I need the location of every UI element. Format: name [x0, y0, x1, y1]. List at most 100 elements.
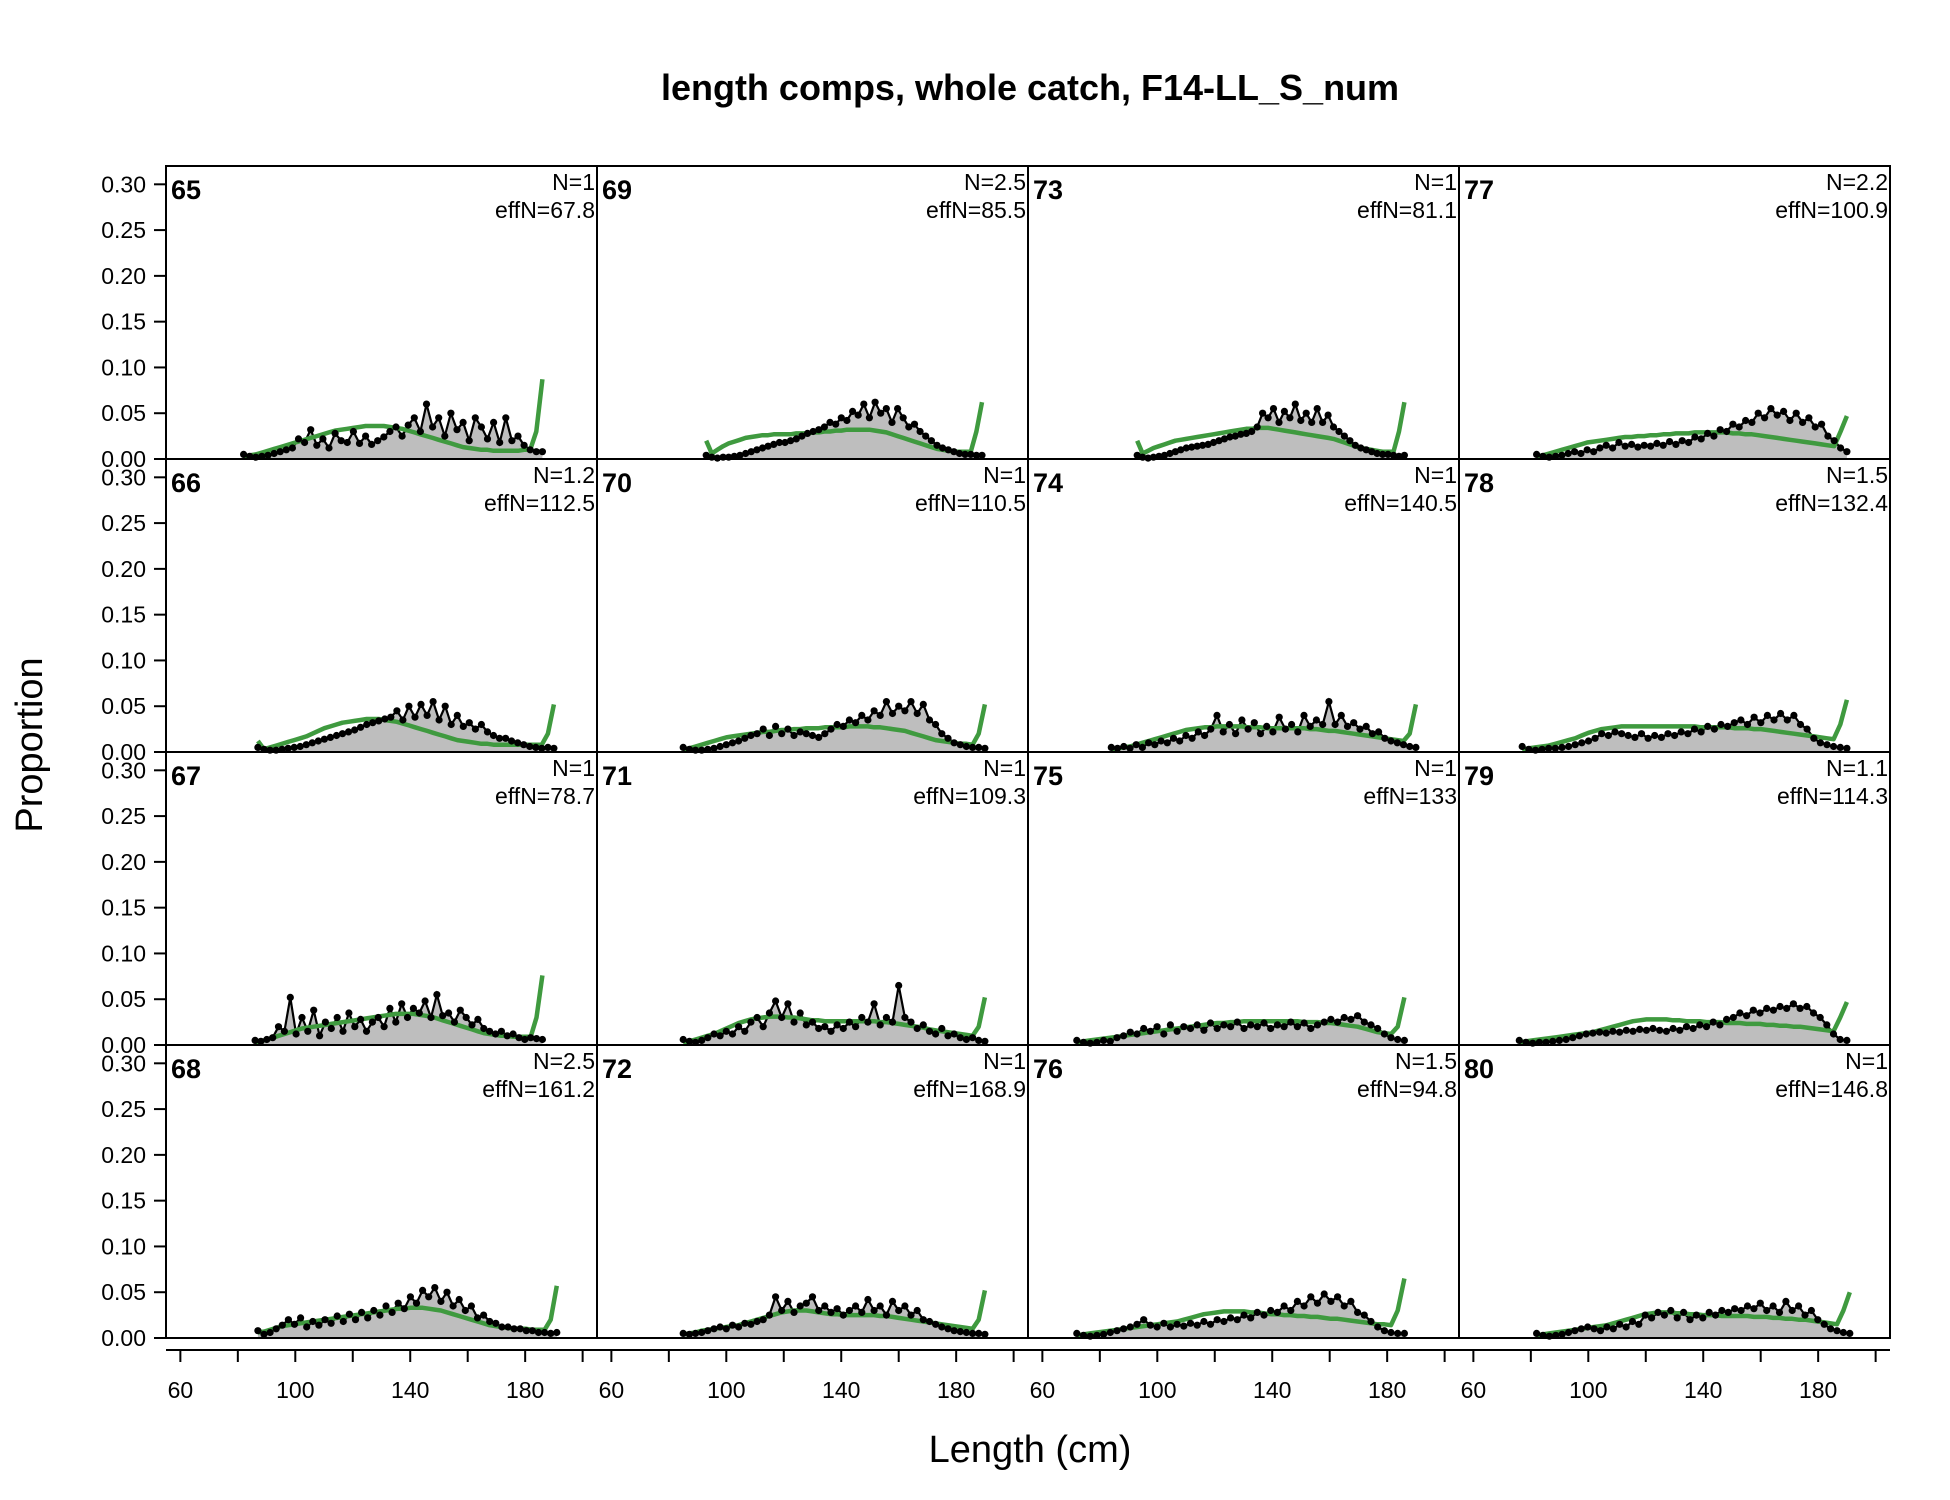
- observed-point: [1133, 451, 1141, 459]
- observed-point: [747, 1320, 755, 1328]
- observed-point: [1360, 1018, 1368, 1026]
- observed-point: [409, 1004, 417, 1013]
- observed-point: [1622, 1026, 1630, 1034]
- observed-point: [1302, 409, 1310, 417]
- observed-point: [1146, 1027, 1154, 1035]
- observed-point: [1621, 442, 1629, 450]
- observed-point: [1555, 1036, 1563, 1044]
- observed-point: [1354, 1012, 1362, 1020]
- observed-point: [1288, 720, 1296, 729]
- observed-point: [1337, 711, 1345, 720]
- x-tick-label: 100: [276, 1377, 314, 1403]
- observed-point: [1843, 744, 1851, 752]
- observed-point: [1788, 1306, 1796, 1315]
- observed-point: [1583, 446, 1591, 454]
- x-tick-label: 140: [1253, 1377, 1291, 1403]
- observed-point: [1233, 1316, 1241, 1324]
- observed-point: [1374, 1323, 1382, 1331]
- observed-point: [1169, 734, 1178, 742]
- observed-point: [1166, 449, 1174, 458]
- panel-n-label: N=1: [552, 169, 595, 195]
- observed-point: [1742, 416, 1750, 425]
- observed-point: [735, 1323, 743, 1331]
- observed-point: [1173, 1027, 1181, 1035]
- observed-point: [453, 426, 461, 434]
- observed-point: [1153, 1023, 1161, 1031]
- observed-point: [1293, 1023, 1301, 1031]
- observed-point: [388, 1308, 396, 1316]
- observed-point: [747, 1018, 755, 1026]
- panel-year-label: 78: [1464, 468, 1494, 498]
- observed-point: [722, 741, 730, 749]
- observed-point: [981, 1037, 989, 1045]
- observed-point: [1273, 1021, 1281, 1029]
- observed-point: [1120, 1325, 1128, 1333]
- observed-point: [538, 744, 546, 752]
- panel-year-label: 73: [1033, 175, 1063, 205]
- observed-point: [1340, 432, 1348, 440]
- observed-point: [1242, 429, 1250, 437]
- observed-point: [808, 731, 817, 740]
- observed-point: [944, 446, 952, 454]
- observed-point: [465, 437, 473, 445]
- observed-point: [1653, 439, 1661, 447]
- observed-point: [1389, 451, 1398, 459]
- observed-point: [509, 1030, 517, 1038]
- observed-point: [1394, 1035, 1402, 1044]
- x-axis-title: Length (cm): [929, 1429, 1132, 1471]
- observed-point: [1393, 739, 1401, 747]
- observed-point: [741, 734, 749, 742]
- observed-point: [1287, 1018, 1295, 1026]
- observed-point: [404, 421, 412, 429]
- observed-point: [286, 993, 294, 1002]
- observed-point: [1796, 1004, 1804, 1013]
- observed-point: [351, 1023, 359, 1031]
- observed-point: [1635, 1320, 1643, 1328]
- observed-point: [269, 1034, 277, 1042]
- observed-point: [722, 1325, 730, 1333]
- observed-point: [698, 1036, 706, 1044]
- observed-point: [956, 1034, 964, 1042]
- observed-point: [1220, 1317, 1228, 1326]
- observed-point: [1773, 411, 1781, 419]
- observed-point: [1789, 1000, 1797, 1008]
- observed-point: [870, 707, 878, 715]
- observed-point: [1100, 1330, 1108, 1338]
- observed-point: [1571, 448, 1579, 456]
- observed-point: [839, 722, 847, 731]
- observed-point: [1763, 711, 1771, 720]
- observed-point: [433, 991, 441, 999]
- observed-point: [1351, 441, 1359, 449]
- observed-point: [1238, 716, 1246, 724]
- observed-point: [925, 1317, 934, 1326]
- observed-point: [553, 1328, 561, 1337]
- observed-point: [716, 742, 724, 751]
- observed-point: [1545, 744, 1553, 752]
- observed-point: [290, 743, 298, 752]
- observed-point: [1622, 1323, 1630, 1331]
- observed-point: [882, 1311, 891, 1319]
- observed-point: [1362, 722, 1370, 731]
- observed-point: [468, 1021, 476, 1029]
- observed-point: [270, 449, 278, 458]
- observed-point: [1634, 443, 1642, 451]
- observed-point: [827, 1308, 835, 1316]
- observed-point: [541, 1328, 549, 1337]
- panel-year-label: 77: [1464, 175, 1494, 205]
- observed-point: [1387, 1328, 1395, 1337]
- observed-point: [1837, 444, 1845, 452]
- observed-point: [1275, 418, 1283, 426]
- observed-point: [429, 698, 437, 706]
- observed-point: [741, 1027, 749, 1035]
- observed-point: [467, 1302, 475, 1310]
- observed-point: [1569, 1034, 1577, 1042]
- observed-point: [1754, 409, 1762, 417]
- observed-point: [1558, 451, 1566, 459]
- observed-point: [240, 450, 248, 458]
- observed-point: [380, 1023, 388, 1031]
- observed-point: [1313, 1299, 1322, 1307]
- observed-point: [316, 1032, 324, 1040]
